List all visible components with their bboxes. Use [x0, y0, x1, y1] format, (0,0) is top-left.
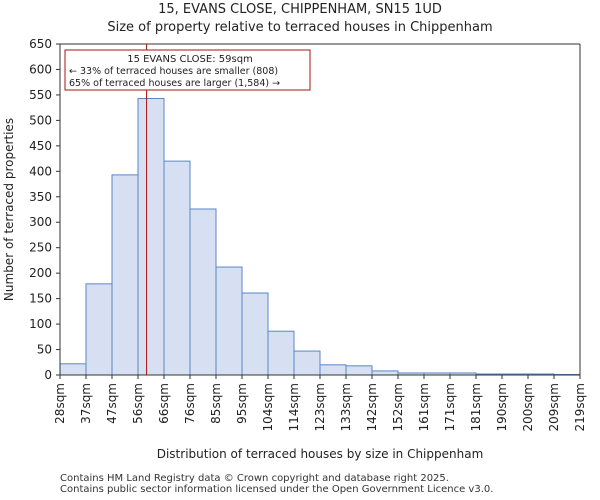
x-tick-label: 28sqm	[53, 383, 67, 424]
x-tick-label: 76sqm	[183, 383, 197, 424]
y-tick-label: 100	[29, 317, 52, 331]
y-tick-label: 300	[29, 215, 52, 229]
footer-licence: Contains public sector information licen…	[60, 484, 494, 495]
annotation-line-1: 15 EVANS CLOSE: 59sqm	[127, 54, 253, 65]
x-tick-label: 56sqm	[131, 383, 145, 424]
histogram-bar	[137, 97, 165, 376]
histogram-bar	[319, 364, 347, 376]
histogram-bar	[163, 160, 191, 376]
x-tick-label: 200sqm	[521, 383, 535, 431]
y-tick-label: 650	[29, 37, 52, 51]
x-tick-label: 171sqm	[443, 383, 457, 431]
histogram-bar	[215, 266, 243, 376]
histogram-bar	[345, 365, 373, 376]
y-tick-label: 550	[29, 88, 52, 102]
x-tick-label: 37sqm	[79, 383, 93, 424]
histogram-bar	[189, 208, 217, 376]
histogram-bar	[371, 370, 399, 376]
x-ticks-group: 28sqm 37sqm 47sqm 56sqm 66sqm 76sqm 85sqm 95sqm…	[53, 375, 587, 431]
histogram-bar	[59, 363, 87, 376]
x-tick-label: 181sqm	[469, 383, 483, 431]
x-tick-label: 104sqm	[261, 383, 275, 431]
histogram-bar	[111, 174, 139, 376]
annotation-line-2: ← 33% of terraced houses are smaller (80…	[69, 66, 278, 77]
x-tick-label: 161sqm	[417, 383, 431, 431]
y-tick-label: 350	[29, 190, 52, 204]
y-tick-label: 200	[29, 266, 52, 280]
x-tick-label: 114sqm	[287, 383, 301, 431]
chart-subtitle: Size of property relative to terraced ho…	[107, 20, 493, 35]
y-tick-label: 150	[29, 292, 52, 306]
histogram-bar	[293, 350, 321, 376]
x-tick-label: 123sqm	[313, 383, 327, 431]
footer-copyright: Contains HM Land Registry data © Crown c…	[60, 473, 449, 484]
x-axis-label: Distribution of terraced houses by size …	[157, 447, 484, 461]
x-tick-label: 209sqm	[547, 383, 561, 431]
y-tick-label: 250	[29, 241, 52, 255]
y-tick-label: 400	[29, 164, 52, 178]
x-tick-label: 47sqm	[105, 383, 119, 424]
bars-group	[59, 97, 581, 376]
histogram-bar	[85, 283, 113, 376]
histogram-bar	[267, 330, 295, 376]
x-tick-label: 190sqm	[495, 383, 509, 431]
histogram-bar	[241, 292, 269, 376]
x-tick-label: 95sqm	[235, 383, 249, 424]
x-tick-label: 133sqm	[339, 383, 353, 431]
y-tick-label: 0	[44, 368, 52, 382]
x-tick-label: 142sqm	[365, 383, 379, 431]
x-tick-label: 85sqm	[209, 383, 223, 424]
y-tick-label: 500	[29, 113, 52, 127]
x-tick-label: 66sqm	[157, 383, 171, 424]
y-tick-label: 600	[29, 62, 52, 76]
x-tick-label: 152sqm	[391, 383, 405, 431]
y-axis-label: Number of terraced properties	[2, 118, 16, 301]
y-tick-label: 450	[29, 139, 52, 153]
annotation-line-3: 65% of terraced houses are larger (1,584…	[69, 78, 280, 89]
y-ticks-group: 0 50 100 150 200 250 300 350 400 450 500 550 600 650	[29, 37, 60, 382]
y-tick-label: 50	[37, 343, 52, 357]
chart-title: 15, EVANS CLOSE, CHIPPENHAM, SN15 1UD	[158, 2, 442, 17]
x-tick-label: 219sqm	[573, 383, 587, 431]
annotation-box	[64, 49, 311, 91]
